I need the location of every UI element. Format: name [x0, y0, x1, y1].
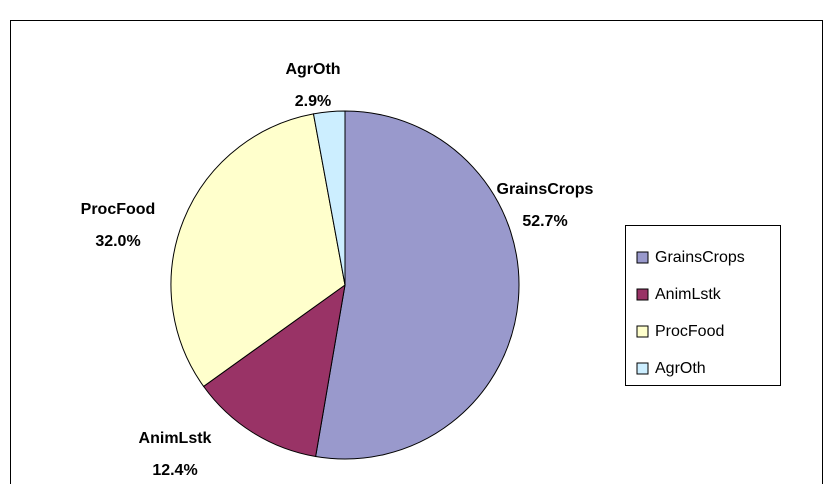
- legend-label: GrainsCrops: [655, 249, 745, 266]
- legend-swatch: [636, 288, 649, 301]
- slice-label: AgrOth: [285, 61, 340, 78]
- slice-label: GrainsCrops: [497, 181, 594, 198]
- slice-value-label: 12.4%: [152, 462, 197, 479]
- pie-slice: [202, 283, 346, 458]
- slice-value-label: 52.7%: [522, 213, 567, 230]
- pie-slice: [315, 110, 520, 460]
- slice-value-label: 32.0%: [95, 233, 140, 250]
- legend-box: [625, 225, 781, 386]
- legend-label: AgrOth: [655, 360, 706, 377]
- legend-swatch: [636, 251, 649, 264]
- slice-label: ProcFood: [81, 201, 156, 218]
- pie-slice: [312, 110, 346, 286]
- legend-label: AnimLstk: [655, 286, 722, 303]
- legend-label: ProcFood: [655, 323, 724, 340]
- pie-slice: [170, 113, 346, 388]
- slice-label: AnimLstk: [139, 430, 212, 447]
- legend-swatch: [636, 325, 649, 338]
- slice-value-label: 2.9%: [295, 93, 331, 110]
- legend-swatch: [636, 362, 649, 375]
